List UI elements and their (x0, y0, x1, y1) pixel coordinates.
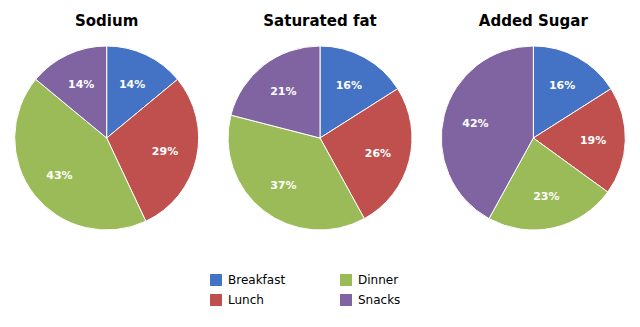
data-label: 21% (270, 85, 296, 98)
data-label: 26% (365, 147, 391, 160)
data-label: 29% (152, 145, 178, 158)
legend-swatch (340, 274, 352, 286)
slice (36, 46, 107, 138)
legend: Breakfast Lunch Dinner Snacks (210, 273, 400, 307)
slice (441, 46, 533, 219)
pie-title: Saturated fat (263, 12, 376, 30)
legend-item: Snacks (340, 293, 400, 307)
legend-label: Dinner (358, 273, 398, 287)
pie: 16% 26% 37% 21% (228, 46, 412, 230)
data-label: 23% (533, 190, 559, 203)
legend-label: Breakfast (228, 273, 285, 287)
data-label: 42% (462, 117, 488, 130)
pie: 14% 29% 43% 14% (15, 46, 199, 230)
data-label: 16% (549, 79, 575, 92)
data-label: 19% (580, 134, 606, 147)
data-label: 14% (119, 78, 145, 91)
pie: 16% 19% 23% 42% (441, 46, 625, 230)
data-label: 43% (46, 169, 72, 182)
legend-swatch (340, 294, 352, 306)
legend-swatch (210, 274, 222, 286)
slice (231, 46, 320, 138)
pie-title: Sodium (75, 12, 138, 30)
data-label: 14% (68, 78, 94, 91)
legend-label: Lunch (228, 293, 264, 307)
data-label: 37% (270, 179, 296, 192)
pie-title: Added Sugar (479, 12, 589, 30)
legend-swatch (210, 294, 222, 306)
data-label: 16% (336, 79, 362, 92)
legend-item: Breakfast (210, 273, 285, 287)
legend-item: Lunch (210, 293, 264, 307)
legend-label: Snacks (358, 293, 400, 307)
legend-item: Dinner (340, 273, 398, 287)
chart: 14% 29% 43% 14% Sodium 16% 26% 37% 21% Saturated … (0, 0, 640, 327)
